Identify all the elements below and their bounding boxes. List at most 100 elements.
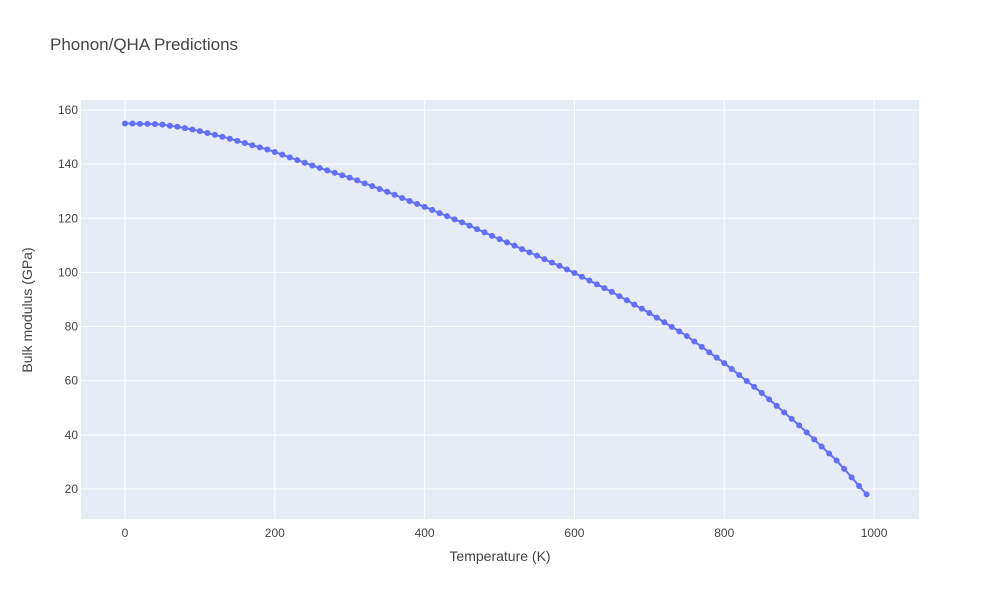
marker xyxy=(623,297,630,304)
marker xyxy=(429,206,436,213)
marker xyxy=(361,180,368,187)
marker xyxy=(683,333,690,340)
marker xyxy=(676,328,683,335)
marker xyxy=(691,338,698,345)
marker xyxy=(136,120,143,127)
marker xyxy=(444,213,451,220)
marker xyxy=(301,159,308,166)
marker xyxy=(556,262,563,269)
marker xyxy=(414,200,421,207)
marker xyxy=(811,436,818,443)
marker xyxy=(309,162,316,169)
marker xyxy=(504,239,511,246)
marker xyxy=(174,123,181,130)
marker xyxy=(474,226,481,233)
marker xyxy=(249,142,256,149)
marker xyxy=(226,135,233,142)
marker xyxy=(631,301,638,308)
plot-area xyxy=(81,100,919,519)
marker xyxy=(736,372,743,379)
marker xyxy=(339,172,346,179)
x-tick-label: 200 xyxy=(265,526,285,540)
marker xyxy=(144,120,151,127)
marker xyxy=(698,343,705,350)
marker xyxy=(593,281,600,288)
marker xyxy=(788,415,795,422)
marker xyxy=(151,121,158,128)
marker xyxy=(743,377,750,384)
x-tick-label: 1000 xyxy=(861,526,888,540)
marker xyxy=(459,219,466,226)
marker xyxy=(766,396,773,403)
marker xyxy=(391,191,398,198)
marker xyxy=(129,120,136,127)
marker xyxy=(586,277,593,284)
marker xyxy=(121,120,128,127)
marker xyxy=(331,169,338,176)
marker xyxy=(713,354,720,361)
marker xyxy=(856,482,863,489)
marker xyxy=(571,269,578,276)
marker xyxy=(773,402,780,409)
marker xyxy=(189,126,196,133)
y-axis-title: Bulk modulus (GPa) xyxy=(19,247,35,372)
marker xyxy=(721,360,728,367)
x-tick-label: 400 xyxy=(415,526,435,540)
marker xyxy=(181,125,188,132)
marker xyxy=(256,144,263,151)
marker xyxy=(316,164,323,171)
marker xyxy=(616,293,623,300)
marker xyxy=(511,242,518,249)
marker xyxy=(481,229,488,236)
marker xyxy=(369,183,376,190)
marker xyxy=(541,256,548,263)
marker xyxy=(803,429,810,436)
marker xyxy=(661,319,668,326)
marker xyxy=(548,259,555,266)
y-tick-label: 100 xyxy=(58,265,78,279)
marker xyxy=(376,186,383,193)
marker xyxy=(863,491,870,498)
marker xyxy=(646,310,653,317)
marker xyxy=(668,323,675,330)
x-axis-title: Temperature (K) xyxy=(449,548,550,564)
x-tick-label: 600 xyxy=(564,526,584,540)
marker xyxy=(826,450,833,457)
marker xyxy=(841,465,848,472)
marker xyxy=(264,146,271,153)
marker xyxy=(204,130,211,137)
y-tick-label: 20 xyxy=(65,482,79,496)
y-tick-label: 160 xyxy=(58,103,78,117)
marker xyxy=(159,121,166,128)
marker xyxy=(166,122,173,129)
marker xyxy=(436,210,443,217)
marker xyxy=(196,128,203,135)
marker xyxy=(833,457,840,464)
marker xyxy=(638,305,645,312)
marker xyxy=(728,366,735,373)
marker xyxy=(241,140,248,147)
marker xyxy=(219,133,226,140)
marker xyxy=(563,266,570,273)
x-tick-label: 800 xyxy=(714,526,734,540)
marker xyxy=(758,389,765,396)
marker xyxy=(406,197,413,204)
x-tick-label: 0 xyxy=(122,526,129,540)
marker xyxy=(526,249,533,256)
y-tick-label: 40 xyxy=(65,428,79,442)
marker xyxy=(294,157,301,164)
line xyxy=(124,122,868,496)
marker xyxy=(346,174,353,181)
marker xyxy=(608,288,615,295)
marker xyxy=(271,148,278,155)
marker xyxy=(451,216,458,223)
marker xyxy=(796,422,803,429)
marker xyxy=(848,474,855,481)
marker xyxy=(653,314,660,321)
marker xyxy=(354,177,361,184)
marker xyxy=(578,273,585,280)
marker xyxy=(324,167,331,174)
marker xyxy=(533,252,540,259)
marker xyxy=(706,349,713,356)
marker xyxy=(751,383,758,390)
